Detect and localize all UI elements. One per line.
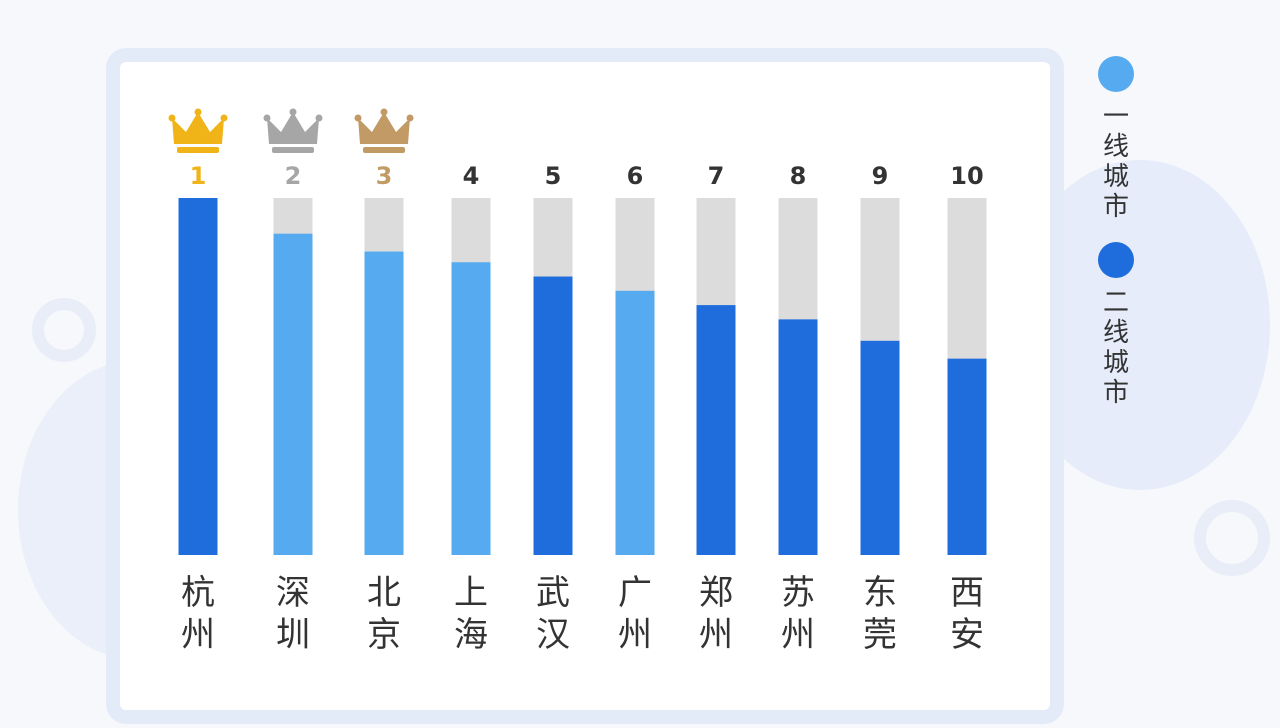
bar-4	[451, 262, 491, 555]
legend-item-tier1: 一线城市	[1096, 56, 1136, 222]
category-label-4-char-1: 上	[454, 573, 488, 613]
silver-crown-icon-body	[267, 112, 319, 144]
category-label-3-char-1: 北	[367, 573, 401, 613]
bronze-crown-icon-jewel-2	[406, 114, 414, 122]
chart-card	[106, 48, 1064, 724]
rank-label-10: 10	[950, 162, 983, 190]
bar-9	[860, 340, 900, 555]
gold-crown-icon-jewel-2	[220, 114, 228, 122]
silver-crown-icon-jewel-1	[289, 108, 297, 116]
bronze-crown-icon	[354, 108, 414, 153]
gold-crown-icon-base	[177, 147, 219, 153]
silver-crown-icon-jewel-0	[263, 114, 271, 122]
category-label-7-char-2: 州	[699, 615, 733, 655]
bar-7	[696, 305, 736, 555]
rank-label-6: 6	[627, 162, 644, 190]
legend-label-tier2: 二线城市	[1102, 288, 1129, 408]
category-label-10-char-2: 安	[950, 615, 984, 655]
bar-8	[778, 319, 818, 555]
gold-crown-icon	[168, 108, 228, 153]
legend-item-tier2: 二线城市	[1096, 242, 1136, 408]
silver-crown-icon-base	[272, 147, 314, 153]
bar-6	[615, 290, 655, 555]
bronze-crown-icon-base	[363, 147, 405, 153]
bronze-crown-icon-body	[358, 112, 410, 144]
bar-1	[178, 198, 218, 555]
category-label-3-char-2: 京	[367, 615, 401, 655]
category-label-5-char-2: 汉	[536, 615, 570, 655]
category-label-1-char-2: 州	[181, 615, 215, 655]
rank-label-9: 9	[872, 162, 889, 190]
category-label-6-char-1: 广	[618, 573, 652, 613]
bar-10	[947, 358, 987, 555]
category-label-8-char-2: 州	[781, 615, 815, 655]
category-label-1-char-1: 杭	[181, 573, 215, 613]
bronze-crown-icon-jewel-0	[354, 114, 362, 122]
category-label-5-char-1: 武	[536, 573, 570, 613]
category-label-2-char-2: 圳	[276, 615, 310, 655]
rank-label-3: 3	[376, 162, 393, 190]
silver-crown-icon	[263, 108, 323, 153]
rank-label-5: 5	[545, 162, 562, 190]
bar-5	[533, 276, 573, 555]
category-label-10-char-1: 西	[950, 573, 984, 613]
legend-dot-tier2	[1098, 242, 1134, 278]
category-label-9-char-2: 莞	[863, 615, 897, 655]
category-label-2-char-1: 深	[276, 573, 310, 613]
rank-label-1: 1	[190, 162, 207, 190]
category-label-4-char-2: 海	[454, 615, 488, 655]
category-label-7-char-1: 郑	[699, 573, 733, 613]
legend-dot-tier1	[1098, 56, 1134, 92]
rank-label-2: 2	[285, 162, 302, 190]
legend: 一线城市 二线城市	[1096, 56, 1136, 416]
category-label-9-char-1: 东	[863, 573, 897, 613]
bronze-crown-icon-jewel-1	[380, 108, 388, 116]
gold-crown-icon-body	[172, 112, 224, 144]
legend-label-tier1: 一线城市	[1102, 102, 1129, 222]
bar-3	[364, 251, 404, 556]
gold-crown-icon-jewel-0	[168, 114, 176, 122]
rank-label-8: 8	[790, 162, 807, 190]
category-label-6-char-2: 州	[618, 615, 652, 655]
category-label-8-char-1: 苏	[781, 573, 815, 613]
rank-label-4: 4	[463, 162, 480, 190]
rank-label-7: 7	[708, 162, 725, 190]
silver-crown-icon-jewel-2	[315, 114, 323, 122]
bar-2	[273, 233, 313, 555]
gold-crown-icon-jewel-1	[194, 108, 202, 116]
